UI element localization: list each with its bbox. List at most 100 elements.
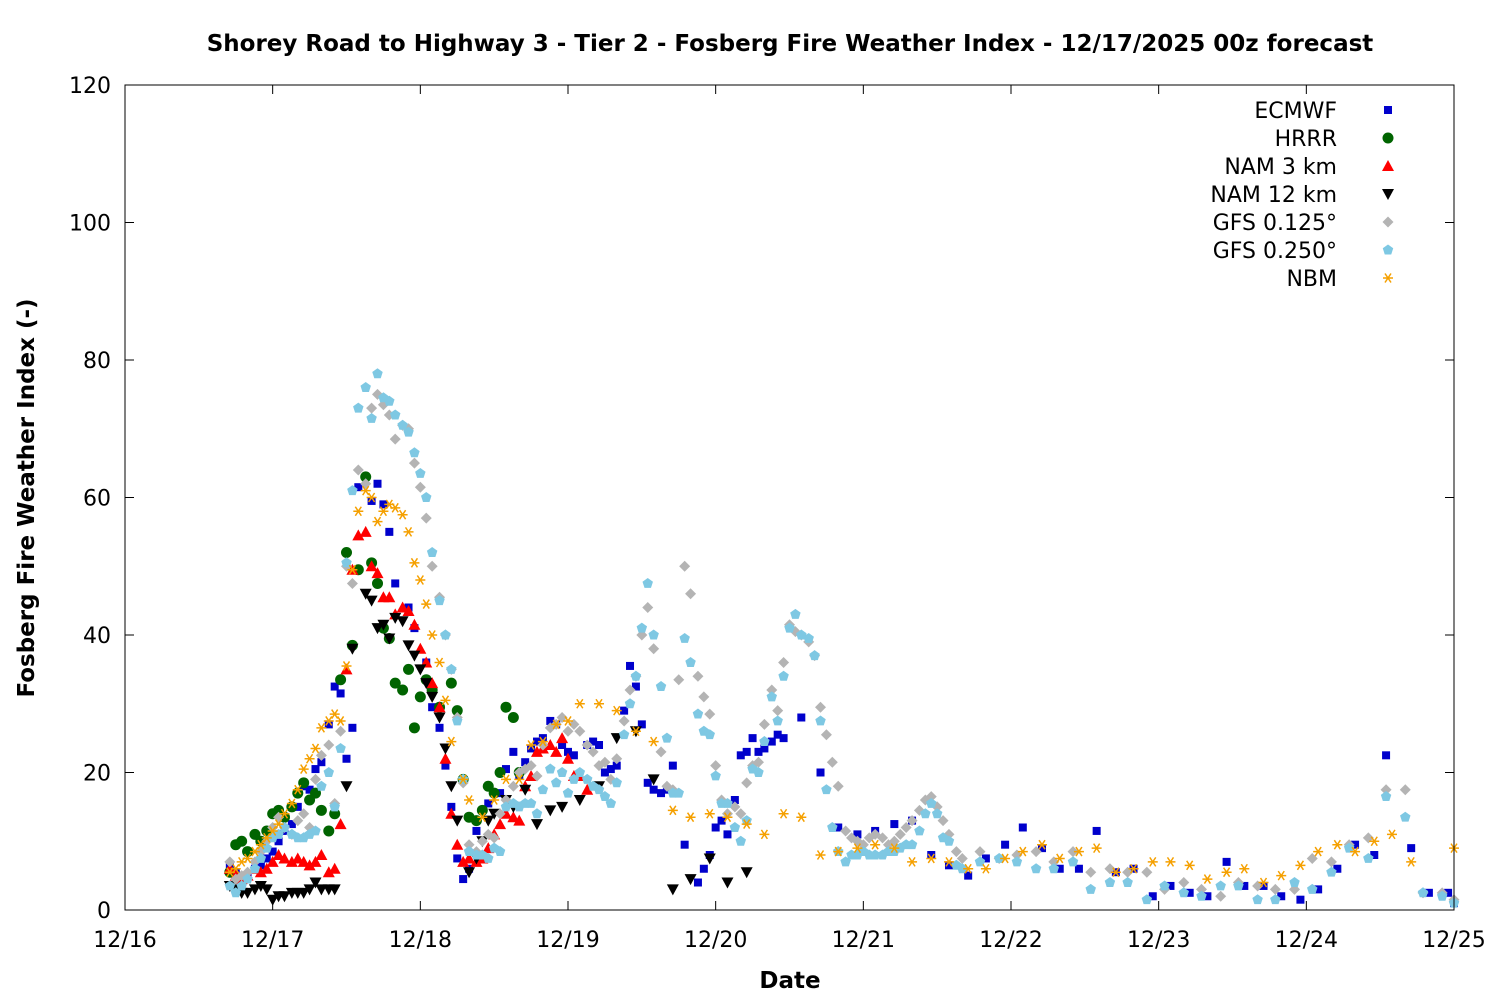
data-point (433, 712, 446, 724)
data-point (459, 875, 468, 884)
data-point (1038, 844, 1047, 853)
data-point (330, 682, 339, 691)
data-point (820, 729, 832, 741)
data-point (574, 725, 586, 737)
data-point (323, 739, 335, 751)
data-point (558, 741, 567, 749)
data-point (655, 746, 667, 758)
data-point (642, 577, 653, 588)
data-point (736, 751, 745, 760)
data-point (292, 784, 303, 795)
data-point (630, 726, 641, 737)
data-point (519, 784, 532, 796)
data-point (729, 801, 741, 813)
legend-marker (1382, 244, 1394, 255)
data-point (509, 747, 518, 756)
data-point (974, 856, 986, 867)
data-point (581, 783, 594, 795)
data-point (1030, 863, 1042, 874)
axis-ticks: 12/16 12/17 12/18 12/19 12/20 12/21 12/22 12/23… (69, 74, 1486, 953)
data-point (323, 825, 335, 837)
data-point (1073, 846, 1084, 857)
data-point (440, 695, 451, 706)
data-point (458, 774, 469, 785)
data-point (599, 756, 611, 768)
data-point (324, 720, 333, 729)
data-point (754, 747, 763, 756)
legend-marker (1382, 216, 1394, 228)
data-point (1277, 892, 1286, 901)
data-point (360, 382, 371, 392)
data-point (981, 854, 990, 863)
data-point (964, 871, 973, 880)
data-point (759, 736, 770, 747)
data-point (611, 705, 622, 716)
data-point (1202, 874, 1213, 884)
data-point (852, 843, 863, 854)
data-point (1270, 894, 1281, 905)
data-point (1215, 890, 1227, 902)
data-point (564, 747, 572, 756)
data-point (593, 784, 605, 795)
data-point (550, 777, 562, 788)
data-point (453, 854, 462, 863)
y-tick-label: 100 (69, 212, 111, 237)
data-point (396, 616, 409, 628)
data-point (1326, 866, 1337, 877)
data-point (372, 577, 384, 589)
data-point (562, 787, 574, 798)
data-point (642, 602, 654, 613)
legend-label: NAM 3 km (1224, 155, 1337, 180)
data-point (943, 835, 955, 846)
data-point (1166, 881, 1175, 890)
data-point (1296, 895, 1305, 904)
data-point (272, 849, 285, 860)
data-point (359, 525, 372, 537)
data-point (925, 791, 937, 803)
data-point (1307, 883, 1318, 894)
data-point (1195, 883, 1207, 895)
data-point (551, 719, 562, 730)
data-point (428, 703, 437, 712)
data-point (797, 713, 806, 722)
data-point (403, 526, 414, 537)
data-point (1185, 888, 1194, 897)
data-point (341, 557, 352, 568)
legend-label: NAM 12 km (1210, 183, 1337, 208)
data-point (1037, 839, 1048, 850)
data-point (365, 595, 378, 607)
data-point (753, 767, 764, 777)
data-point (532, 737, 541, 746)
legend-marker (1382, 132, 1394, 144)
data-point (927, 851, 936, 859)
data-point (562, 752, 574, 764)
data-point (649, 785, 658, 794)
data-point (335, 742, 346, 753)
data-point (298, 808, 310, 820)
data-point (317, 758, 326, 767)
data-point (260, 862, 273, 874)
data-point (950, 846, 962, 858)
data-point (340, 663, 353, 675)
chart-title: Shorey Road to Highway 3 - Tier 2 - Fosb… (207, 31, 1374, 57)
data-point (926, 797, 937, 808)
data-point (309, 877, 322, 889)
data-point (1369, 836, 1380, 847)
data-point (383, 591, 396, 603)
data-point (729, 822, 741, 832)
data-point (373, 479, 382, 488)
data-point (741, 815, 752, 826)
data-point (414, 664, 427, 676)
data-point (496, 789, 505, 798)
data-point (1085, 883, 1096, 894)
data-point (877, 832, 889, 844)
data-point (476, 835, 488, 847)
data-point (402, 604, 415, 616)
data-point (606, 765, 615, 774)
data-point (414, 481, 426, 493)
data-point (365, 560, 378, 572)
data-point (335, 725, 347, 737)
data-point (477, 812, 488, 823)
legend: ECMWF HRRR NAM 3 km NAM 12 km GFS 0.125° GFS … (1210, 99, 1394, 292)
y-tick-label: 80 (83, 349, 111, 374)
